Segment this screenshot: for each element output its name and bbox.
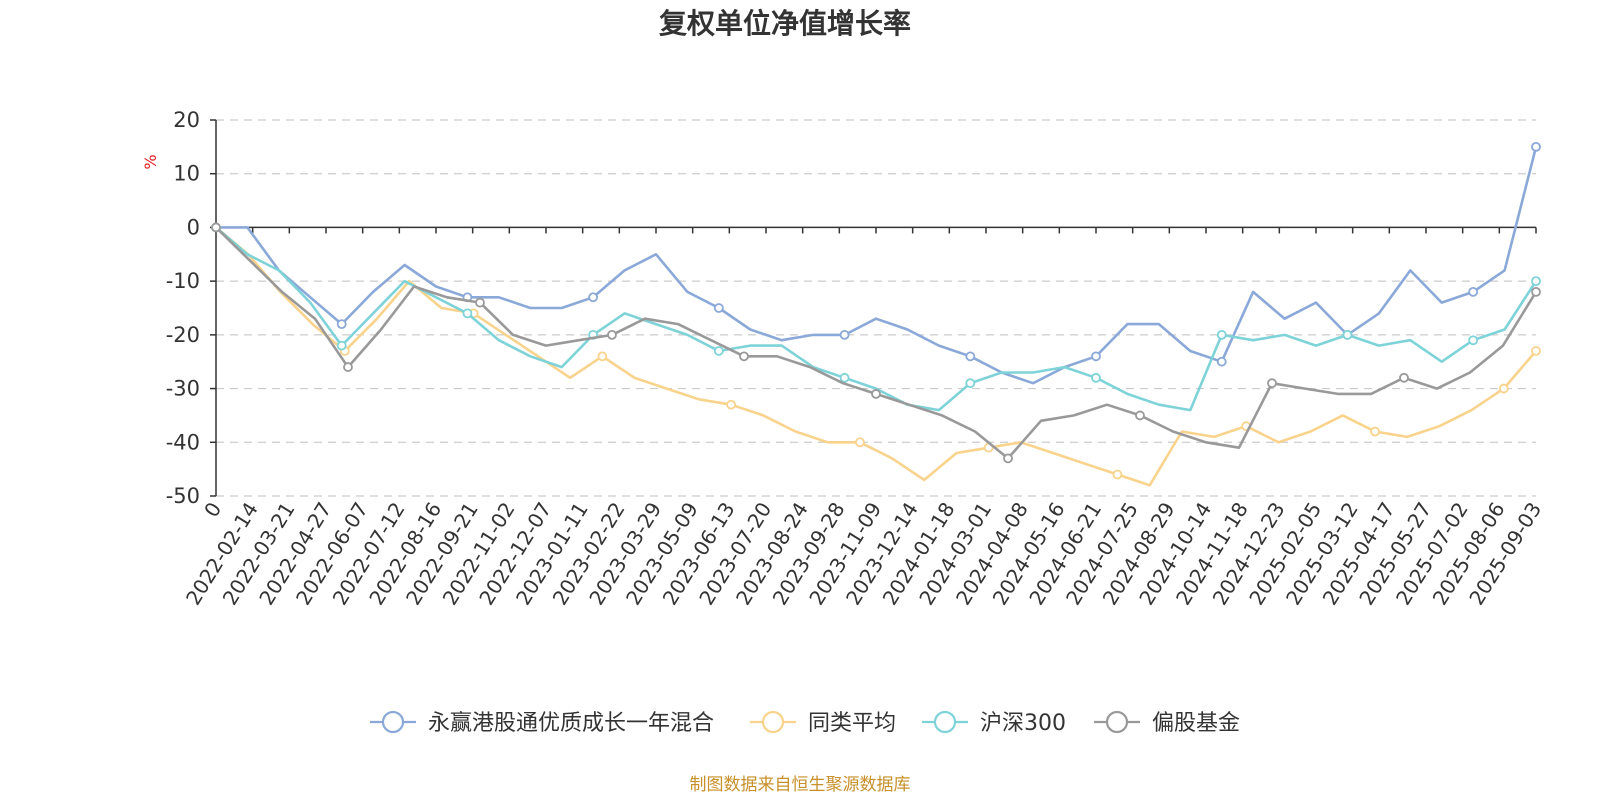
series-3-point-20 — [871, 389, 881, 399]
y-tick-label-7: -50 — [166, 484, 200, 508]
series-3 — [211, 222, 1541, 464]
series-3-point-32 — [1267, 378, 1277, 389]
series-1 — [211, 222, 1541, 487]
series-3-point-40 — [1531, 286, 1541, 297]
series-0-point-40 — [1468, 286, 1479, 297]
legend-label-1: 同类平均 — [808, 711, 896, 736]
series-line-0 — [216, 146, 1538, 385]
legend-label-2: 沪深300 — [980, 711, 1066, 736]
series-0-point-28 — [1091, 351, 1101, 362]
legend[interactable]: 永赢港股通优质成长一年混合 同类平均 沪深300 偏股基金 — [370, 710, 1240, 736]
series-0-point-32 — [1216, 356, 1227, 367]
legend-swatch-marker-2 — [933, 710, 957, 734]
series-1-point-28 — [1112, 469, 1123, 480]
series-line-3 — [215, 226, 1538, 460]
legend-item-2[interactable]: 沪深300 — [922, 710, 1066, 736]
series-1-point-12 — [597, 351, 608, 362]
y-tick-label-2: 0 — [187, 215, 200, 239]
series-1-point-41 — [1531, 346, 1541, 356]
series-3-point-12 — [607, 329, 617, 340]
legend-label-3: 偏股基金 — [1152, 711, 1240, 736]
series-1-point-40 — [1498, 383, 1509, 394]
y-axis: 20 10 0 -10 -20 -30 -40 -50 — [166, 108, 217, 508]
series-2-point-32 — [1216, 329, 1227, 340]
series-3-point-8 — [475, 297, 485, 308]
series-3-point-4 — [343, 362, 353, 372]
legend-item-0[interactable]: 永赢港股通优质成长一年混合 — [370, 710, 714, 736]
series-3-point-28 — [1135, 410, 1145, 421]
series-1-point-20 — [855, 437, 865, 448]
series-2-point-28 — [1091, 372, 1101, 383]
series-line-2 — [215, 226, 1538, 412]
legend-item-3[interactable]: 偏股基金 — [1094, 710, 1240, 736]
y-axis-unit: % — [141, 154, 160, 169]
series-3-point-24 — [1003, 453, 1013, 464]
series-2-point-24 — [965, 378, 976, 389]
series-3-point-36 — [1399, 372, 1409, 383]
series-2-point-8 — [462, 308, 473, 319]
series-0-point-42 — [1531, 141, 1541, 152]
series-0-point-16 — [713, 303, 724, 313]
legend-swatch-marker-1 — [761, 710, 785, 734]
x-tick-label-0: 0 — [199, 498, 226, 522]
series-1-point-16 — [726, 399, 737, 410]
series-2-point-42 — [1531, 276, 1541, 287]
series-0-point-4 — [336, 319, 347, 330]
legend-swatch-marker-3 — [1105, 710, 1129, 734]
series-0 — [211, 141, 1541, 385]
x-axis: 02022-02-142022-03-212022-04-272022-06-0… — [181, 226, 1546, 609]
chart-title: 复权单位净值增长率 — [659, 7, 911, 40]
legend-label-0: 永赢港股通优质成长一年混合 — [428, 711, 714, 736]
y-tick-label-5: -30 — [166, 377, 200, 401]
data-source-note: 制图数据来自恒生聚源数据库 — [690, 775, 911, 795]
series-2-point-16 — [713, 346, 724, 356]
series-0-point-12 — [588, 292, 599, 303]
series-1-point-36 — [1370, 426, 1380, 437]
y-tick-label-0: 20 — [173, 108, 200, 132]
series-0-point-20 — [839, 329, 850, 340]
y-tick-label-4: -20 — [166, 323, 200, 347]
series-0-point-24 — [965, 351, 976, 362]
series-3-point-0 — [211, 222, 221, 233]
series-lines — [211, 141, 1541, 487]
series-2-point-4 — [336, 340, 347, 351]
series-line-1 — [215, 226, 1537, 487]
y-tick-label-3: -10 — [166, 269, 200, 293]
series-3-point-16 — [739, 351, 749, 362]
series-2-point-40 — [1468, 335, 1479, 346]
legend-item-1[interactable]: 同类平均 — [750, 710, 896, 736]
series-2-point-20 — [839, 372, 850, 383]
gridlines — [216, 119, 1536, 497]
legend-swatch-marker-0 — [381, 710, 405, 734]
y-tick-label-6: -40 — [166, 430, 200, 454]
series-2 — [211, 222, 1541, 412]
series-2-point-36 — [1342, 329, 1353, 340]
y-tick-label-1: 10 — [173, 162, 200, 186]
